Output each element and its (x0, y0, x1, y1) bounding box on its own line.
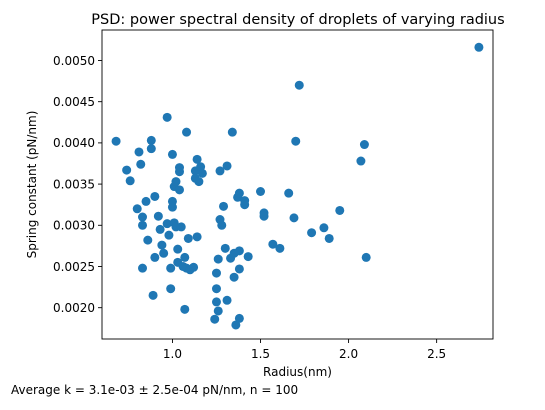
data-point (189, 262, 199, 272)
data-point (222, 161, 232, 171)
data-point (146, 135, 156, 145)
data-point (243, 252, 253, 262)
data-point (174, 185, 184, 195)
data-point (174, 163, 184, 173)
y-tick-label: 0.0035 (53, 177, 95, 191)
data-point (210, 314, 220, 324)
data-point (220, 243, 230, 253)
data-point (359, 140, 369, 150)
data-point (234, 264, 244, 274)
data-point (219, 201, 229, 211)
x-tick-label: 1.5 (251, 347, 270, 361)
data-point (157, 240, 167, 250)
data-point (166, 284, 176, 294)
y-tick-label: 0.0050 (53, 54, 95, 68)
data-point (138, 220, 148, 230)
points-layer (111, 42, 484, 330)
data-point (234, 313, 244, 323)
data-point (155, 224, 165, 234)
data-point (211, 297, 221, 307)
data-point (143, 235, 153, 245)
data-point (150, 252, 160, 262)
data-point (171, 177, 181, 187)
data-point (173, 244, 183, 254)
data-point (166, 263, 176, 273)
data-point (162, 112, 172, 122)
data-point (222, 295, 232, 305)
data-point (268, 239, 278, 249)
data-point (138, 212, 148, 222)
data-point (319, 223, 329, 233)
y-tick-label: 0.0040 (53, 136, 95, 150)
data-point (159, 248, 169, 258)
data-point (167, 149, 177, 159)
data-point (215, 166, 225, 176)
x-axis: 1.0 1.5 2.0 2.5 (163, 339, 446, 361)
data-point (138, 263, 148, 273)
data-point (136, 159, 146, 169)
y-tick-label: 0.0020 (53, 301, 95, 315)
data-point (183, 233, 193, 243)
data-point (176, 222, 186, 232)
data-point (134, 147, 144, 157)
data-point (211, 284, 221, 294)
data-point (227, 127, 237, 137)
data-point (182, 127, 192, 137)
data-point (294, 80, 304, 90)
data-point (167, 202, 177, 212)
data-point (231, 320, 241, 330)
data-point (146, 144, 156, 154)
data-point (361, 252, 371, 262)
data-point (192, 232, 202, 242)
data-point (192, 154, 202, 164)
data-point (111, 136, 121, 146)
data-point (164, 230, 174, 240)
data-point (211, 268, 221, 278)
y-axis: 0.0020 0.0025 0.0030 0.0035 0.0040 0.0045 0.00… (53, 54, 102, 315)
x-tick-label: 2.5 (427, 347, 446, 361)
data-point (194, 177, 204, 187)
data-point (240, 200, 250, 210)
data-point (284, 188, 294, 198)
data-point (356, 156, 366, 166)
x-tick-label: 1.0 (163, 347, 182, 361)
y-axis-label: Spring constant (pN/nm) (25, 111, 39, 259)
data-point (259, 211, 269, 221)
data-point (213, 254, 223, 264)
data-point (275, 243, 285, 253)
data-point (256, 187, 266, 197)
chart-title: PSD: power spectral density of droplets … (91, 12, 504, 28)
x-tick-label: 2.0 (339, 347, 358, 361)
data-point (180, 252, 190, 262)
data-point (289, 213, 299, 223)
y-tick-label: 0.0045 (53, 95, 95, 109)
data-point (141, 196, 151, 206)
data-point (153, 211, 163, 221)
data-point (474, 42, 484, 52)
data-point (148, 290, 158, 300)
data-point (150, 191, 160, 201)
data-point (291, 136, 301, 146)
data-point (125, 176, 135, 186)
y-tick-label: 0.0025 (53, 260, 95, 274)
data-point (229, 272, 239, 282)
data-point (122, 165, 132, 175)
data-point (197, 168, 207, 178)
y-tick-label: 0.0030 (53, 219, 95, 233)
data-point (324, 233, 334, 243)
data-point (132, 204, 142, 214)
data-point (234, 188, 244, 198)
summary-footer: Average k = 3.1e-03 ± 2.5e-04 pN/nm, n =… (11, 383, 298, 397)
data-point (234, 246, 244, 256)
data-point (217, 220, 227, 230)
data-point (180, 304, 190, 314)
data-point (335, 205, 345, 215)
data-point (213, 306, 223, 316)
data-point (162, 219, 172, 229)
x-axis-label: Radius(nm) (263, 365, 332, 379)
data-point (307, 228, 317, 238)
